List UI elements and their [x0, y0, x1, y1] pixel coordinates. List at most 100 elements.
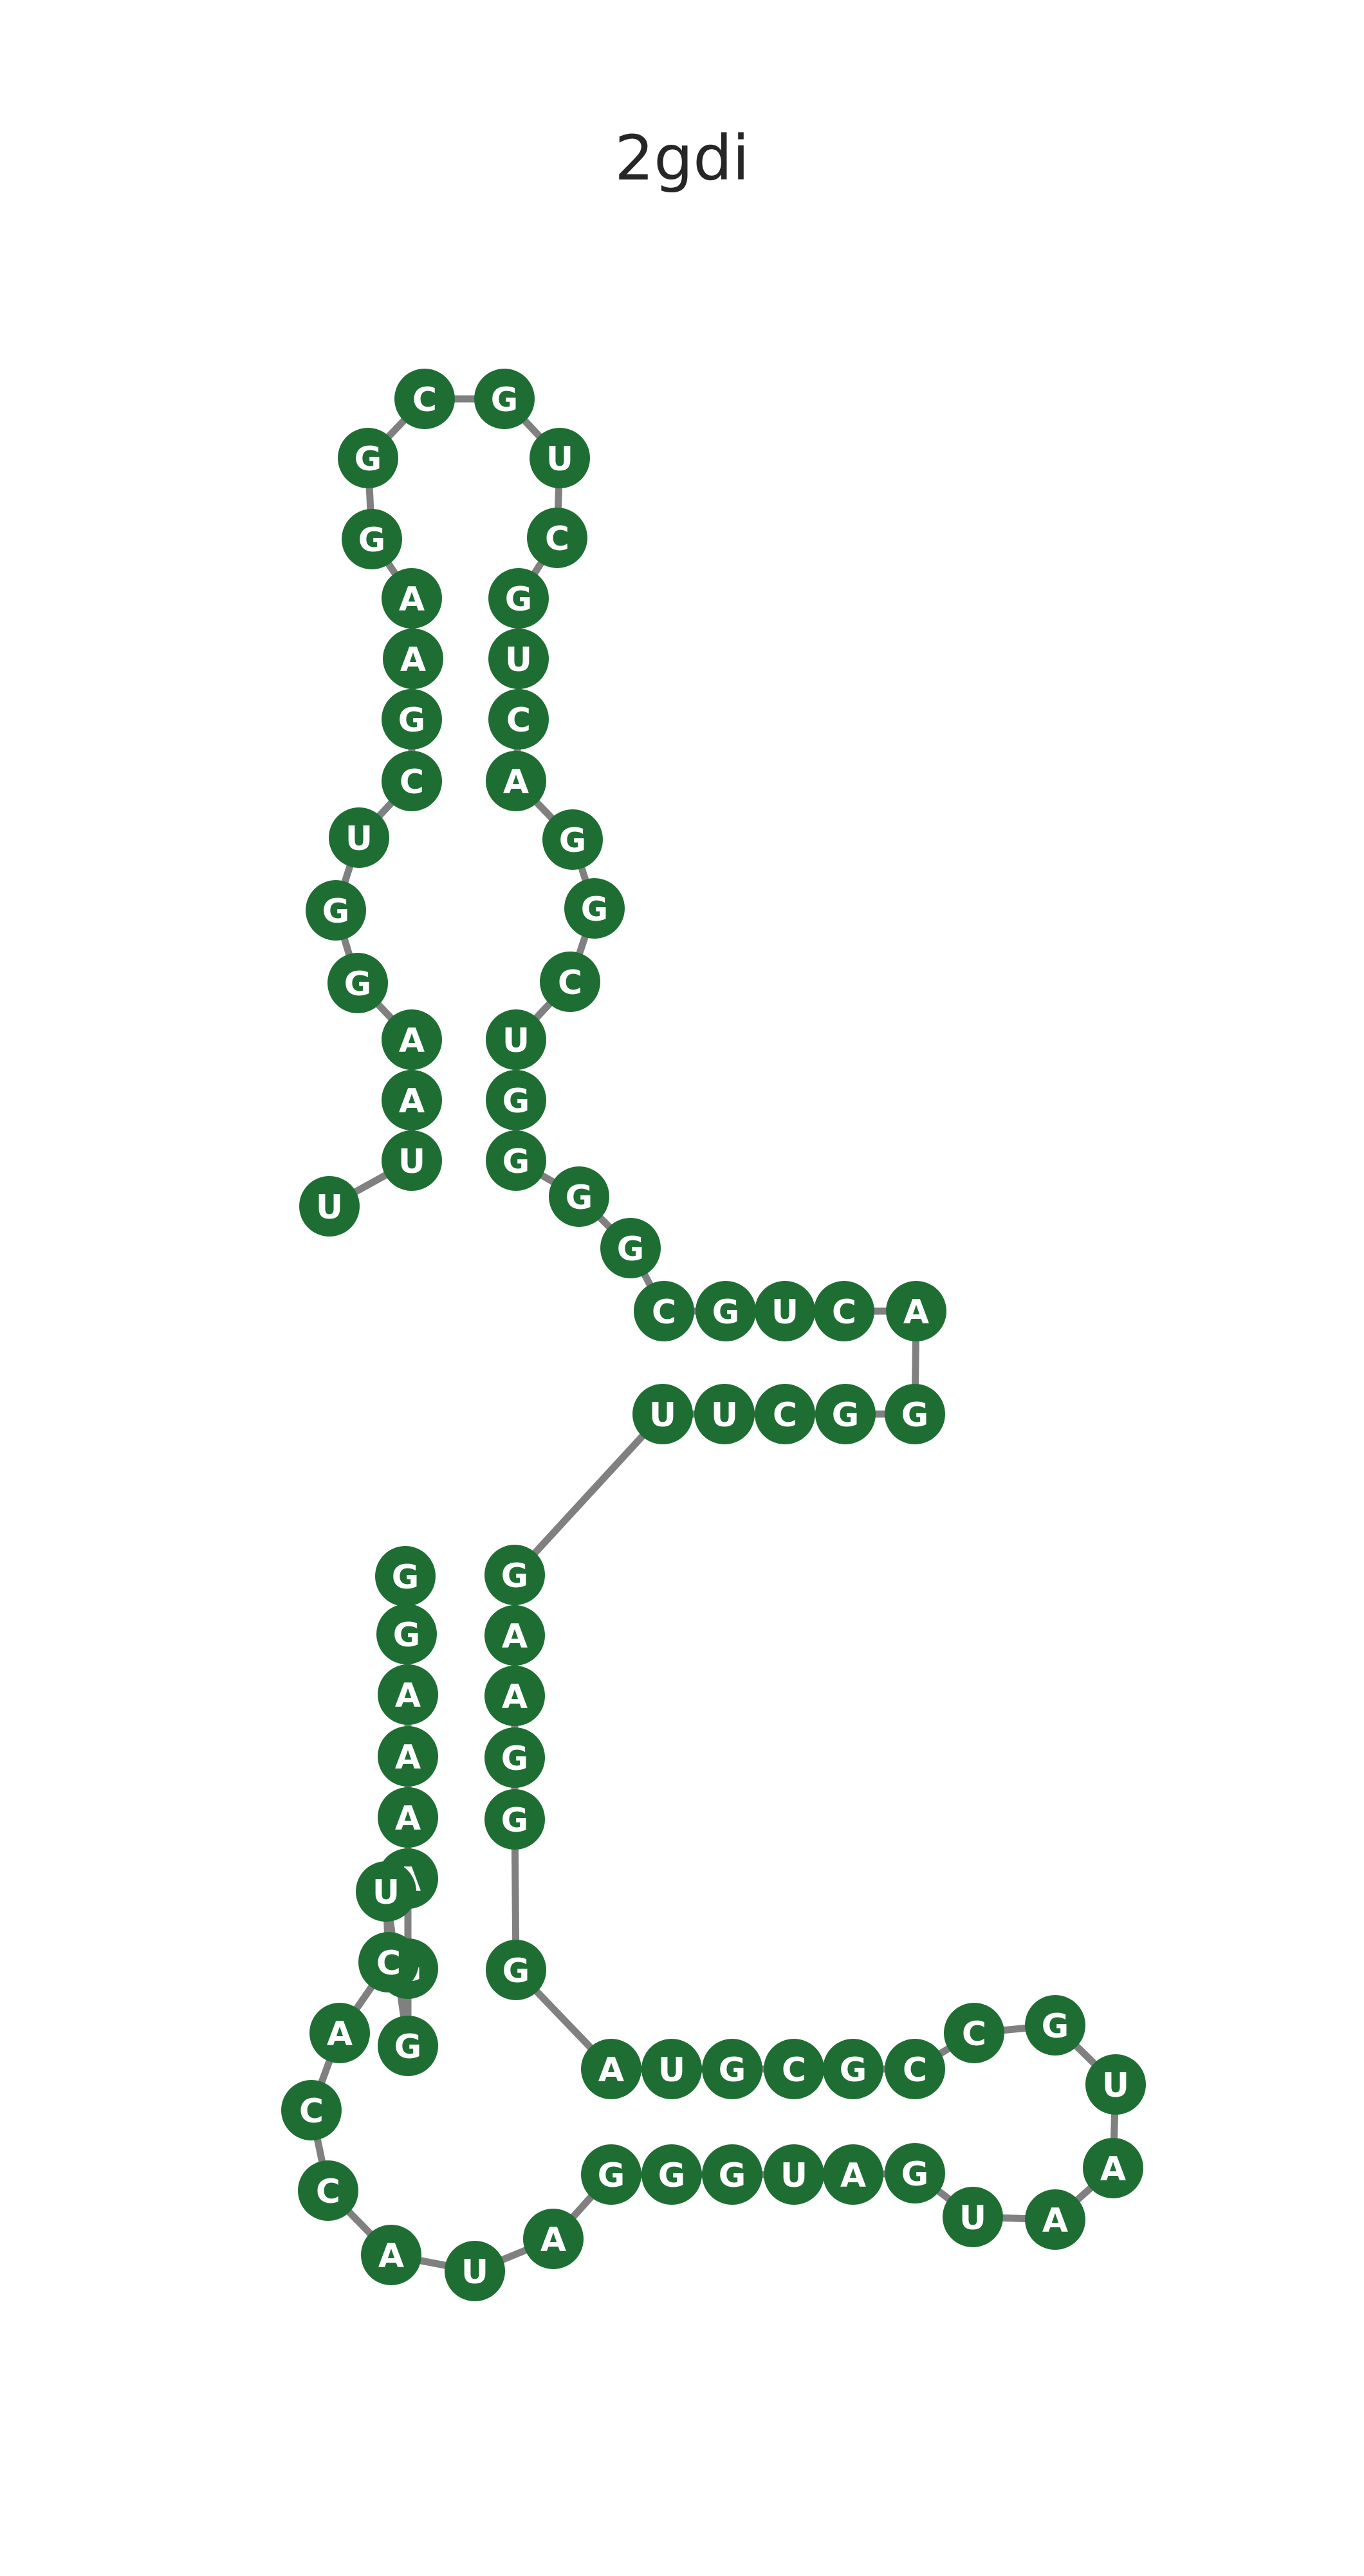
- nucleotide-circle: [382, 1130, 442, 1191]
- nucleotide-circle: [540, 952, 600, 1012]
- nucleotide-circle: [338, 428, 398, 488]
- nucleotide-label: G: [501, 1801, 529, 1840]
- nucleotide: G: [484, 1789, 545, 1850]
- nucleotide: U: [329, 807, 389, 868]
- backbone-segment: [995, 2214, 1033, 2223]
- nucleotide-circle: [486, 1940, 546, 2000]
- backbone-segment: [348, 1169, 393, 1198]
- nucleotide-circle: [484, 1545, 545, 1605]
- nucleotide-label: A: [903, 1293, 929, 1332]
- nucleotide-label: G: [719, 2051, 746, 2090]
- nucleotide: G: [486, 1130, 546, 1191]
- nucleotide-label: A: [399, 1082, 425, 1121]
- nucleotide: U: [1085, 2054, 1146, 2115]
- nucleotide: A: [523, 2209, 584, 2269]
- nucleotide: A: [378, 1726, 438, 1787]
- nucleotide-label: U: [771, 1293, 798, 1332]
- nucleotide: U: [488, 629, 549, 689]
- nucleotide-label: C: [299, 2092, 324, 2131]
- nucleotide-circle: [378, 1787, 438, 1848]
- nucleotide-label: G: [355, 440, 382, 479]
- nucleotide-circle: [486, 751, 546, 811]
- nucleotide-label: C: [832, 1293, 856, 1332]
- nucleotide-circle: [632, 1384, 693, 1444]
- backbone-segment: [382, 414, 410, 443]
- nucleotide-label: G: [559, 822, 587, 860]
- nucleotide-circle: [382, 689, 442, 750]
- nucleotide-circle: [542, 809, 603, 870]
- nucleotide: G: [1025, 1995, 1085, 2056]
- nucleotide: G: [484, 1727, 545, 1788]
- backbone-segment: [528, 1429, 649, 1560]
- nucleotide: G: [564, 878, 625, 939]
- nucleotide: G: [581, 2144, 641, 2205]
- nucleotide: U: [632, 1384, 693, 1444]
- nucleotide-circle: [281, 2080, 342, 2140]
- backbone-segment: [530, 1985, 597, 2054]
- nucleotide-circle: [755, 1384, 815, 1444]
- nucleotide-circle: [486, 1130, 546, 1191]
- nucleotide: G: [486, 1940, 546, 2000]
- nucleotide-circle: [329, 807, 389, 868]
- backbone-segment: [518, 414, 546, 443]
- backbone-segment: [530, 796, 558, 825]
- nucleotide-label: G: [712, 1293, 740, 1332]
- nucleotide-circle: [702, 2144, 762, 2205]
- diagram-title: 2gdi: [614, 122, 750, 194]
- nucleotide: C: [527, 508, 587, 568]
- nucleotide: G: [382, 689, 442, 750]
- nucleotide-circle: [527, 508, 587, 568]
- nucleotide: G: [696, 1281, 756, 1341]
- nucleotide: C: [755, 1384, 815, 1444]
- backbone-segment: [317, 2054, 335, 2090]
- nucleotide: A: [886, 1281, 946, 1341]
- nucleotide-label: A: [502, 1617, 528, 1656]
- nucleotide-circle: [823, 2144, 883, 2205]
- nucleotide-label: C: [652, 1293, 676, 1332]
- nucleotide-label: C: [782, 2051, 806, 2090]
- nucleotide-circle: [549, 1166, 609, 1227]
- nucleotide-label: G: [719, 2157, 746, 2195]
- nucleotide-label: A: [399, 1022, 425, 1060]
- nucleotide-circle: [484, 1666, 545, 1726]
- nucleotide: G: [549, 1166, 609, 1227]
- nucleotide-circle: [1025, 2189, 1085, 2250]
- nucleotide-circle: [378, 1726, 438, 1787]
- nucleotide: U: [382, 1130, 442, 1191]
- backbone-segment: [1070, 2039, 1101, 2070]
- backbone-segment: [412, 2256, 454, 2270]
- nucleotide-circle: [1025, 1995, 1085, 2056]
- nucleotide-label: U: [502, 1022, 530, 1060]
- nucleotide-label: G: [581, 890, 609, 929]
- nucleotide-label: C: [558, 964, 582, 1002]
- nucleotide: G: [885, 2143, 945, 2203]
- nucleotide-label: U: [780, 2157, 807, 2195]
- nucleotide-circle: [886, 1281, 946, 1341]
- nucleotide-circle: [486, 1009, 546, 1070]
- nucleotide-circle: [327, 953, 388, 1013]
- nucleotide: C: [814, 1281, 874, 1341]
- nucleotide-label: G: [617, 1230, 645, 1269]
- nucleotide-circle: [358, 1932, 419, 1992]
- nucleotide-label: A: [502, 1678, 528, 1716]
- nucleotide: U: [755, 1281, 815, 1341]
- nucleotide: U: [764, 2144, 824, 2205]
- nucleotide-label: G: [501, 1557, 529, 1596]
- nucleotide-circle: [299, 1176, 360, 1237]
- nucleotide-circle: [378, 2016, 438, 2076]
- nucleotide-circle: [634, 1281, 694, 1341]
- nucleotide-circle: [530, 428, 590, 488]
- nucleotide-label: G: [505, 580, 533, 619]
- backbone-segment: [351, 1980, 378, 2016]
- nucleotide-label: A: [327, 2015, 353, 2054]
- nucleotide-label: A: [598, 2051, 624, 2090]
- nucleotide: C: [358, 1932, 419, 1992]
- nucleotide-circle: [815, 1384, 876, 1444]
- nucleotide-circle: [764, 2144, 824, 2205]
- nucleotide: G: [641, 2144, 702, 2205]
- nucleotide-circle: [885, 2039, 945, 2099]
- nucleotide-label: A: [1100, 2150, 1126, 2189]
- nucleotide-circle: [694, 1384, 755, 1444]
- nucleotide: U: [299, 1176, 360, 1237]
- nucleotide-label: G: [502, 1082, 530, 1121]
